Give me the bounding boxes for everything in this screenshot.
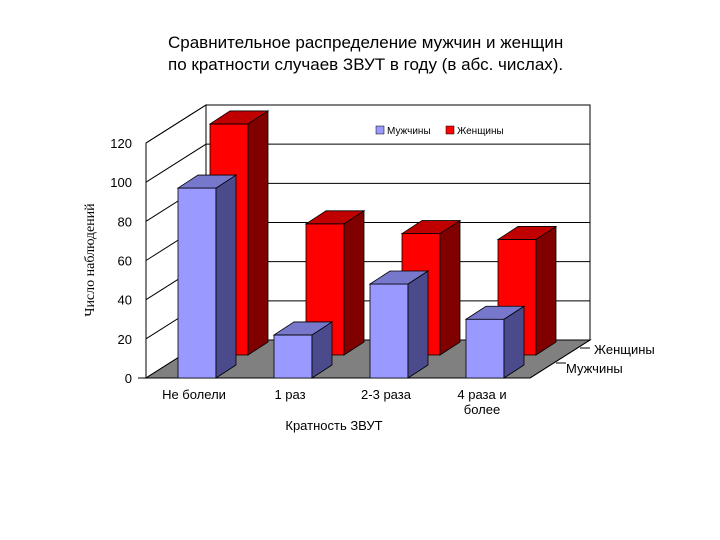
- bar-women-side: [247, 110, 269, 356]
- y-tick-label: 40: [118, 293, 132, 308]
- x-tick-label: 1 раз: [274, 387, 305, 402]
- bar-women-top: [208, 110, 270, 125]
- depth-label-men: Мужчины: [566, 361, 623, 376]
- x-tick-label: 4 раза и: [457, 387, 506, 402]
- x-tick-label: 2-3 раза: [361, 387, 412, 402]
- legend-swatch-women: [445, 125, 455, 135]
- y-tick-label: 120: [110, 136, 132, 151]
- y-tick-label: 0: [125, 371, 132, 386]
- bar-men-front: [465, 318, 505, 379]
- bar-women-top: [304, 210, 366, 225]
- bar-women-side: [343, 210, 365, 356]
- bar-women-top: [496, 226, 558, 240]
- y-tick-label: 20: [118, 332, 132, 347]
- bar-men-top: [272, 321, 334, 336]
- legend-swatch-men: [375, 125, 385, 135]
- bar-women-top: [400, 220, 462, 234]
- bar-men-side: [215, 174, 237, 379]
- y-tick-label: 60: [118, 254, 132, 269]
- y-axis-title: Число наблюдений: [83, 203, 98, 317]
- x-tick-label: Не болели: [162, 387, 226, 402]
- gridline: [145, 104, 590, 144]
- depth-axis: [529, 339, 591, 379]
- chart-title-line-1: Сравнительное распределение мужчин и жен…: [168, 33, 564, 52]
- bar-men-front: [177, 187, 217, 379]
- bar-men-top: [464, 305, 526, 320]
- depth-label-women: Женщины: [594, 342, 655, 357]
- chart-title-line-2: по кратности случаев ЗВУТ в году (в абс.…: [168, 55, 564, 74]
- x-tick-label: более: [464, 402, 500, 417]
- legend-label-women: Женщины: [457, 126, 504, 137]
- gridline: [145, 143, 590, 183]
- y-tick-label: 100: [110, 175, 132, 190]
- bar-men-side: [407, 270, 429, 379]
- y-tick-label: 80: [118, 214, 132, 229]
- bar-men-top: [176, 174, 238, 189]
- bar-women-side: [535, 225, 557, 356]
- bar-men-top: [368, 270, 430, 285]
- bar-women-side: [439, 219, 461, 356]
- bar-men-front: [369, 283, 409, 379]
- bar-men-front: [273, 334, 313, 379]
- x-axis-title: Кратность ЗВУТ: [285, 418, 382, 433]
- legend-label-men: Мужчины: [387, 126, 431, 137]
- chart-title: Сравнительное распределение мужчин и жен…: [130, 32, 610, 76]
